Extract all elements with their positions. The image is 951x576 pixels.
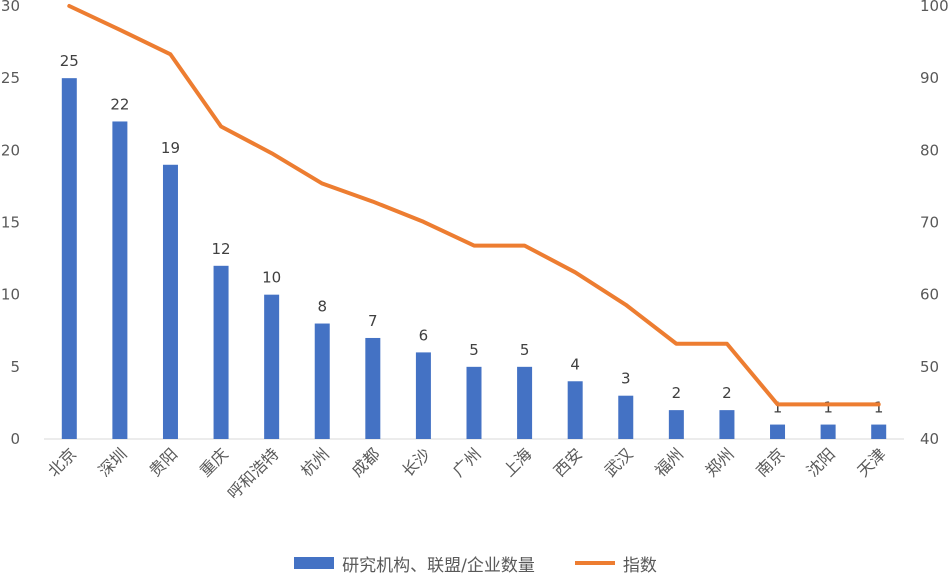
index-line — [67, 4, 881, 407]
bar — [61, 78, 77, 440]
category-label: 长沙 — [398, 444, 434, 480]
category-label: 杭州 — [297, 444, 333, 480]
left-y-tick-label: 15 — [1, 214, 20, 232]
bar — [820, 424, 836, 439]
bar — [618, 395, 634, 439]
bar-data-label: 5 — [469, 341, 479, 359]
bar — [719, 410, 735, 439]
category-label: 福州 — [651, 444, 687, 480]
category-label: 武汉 — [601, 444, 637, 480]
bar — [466, 366, 482, 439]
left-y-axis: 0 5 10 15 20 25 30 — [1, 0, 20, 448]
bar-data-label: 7 — [368, 312, 378, 330]
bar-data-label: 3 — [621, 370, 631, 388]
right-y-tick-label: 100 — [920, 0, 949, 15]
bar-data-label: 1 — [773, 399, 783, 417]
bar-series — [61, 78, 887, 440]
left-y-tick-label: 10 — [1, 286, 20, 304]
right-y-tick-label: 60 — [920, 286, 939, 304]
category-label: 呼和浩特 — [224, 444, 283, 503]
left-y-tick-label: 5 — [10, 358, 20, 376]
bar — [668, 410, 684, 439]
bar — [162, 164, 178, 439]
category-label: 西安 — [550, 444, 586, 480]
right-y-tick-label: 70 — [920, 214, 939, 232]
left-y-tick-label: 20 — [1, 141, 20, 159]
bar-data-label: 25 — [60, 52, 79, 70]
bar-data-label: 12 — [212, 240, 231, 258]
bar-data-label: 5 — [520, 341, 530, 359]
bar-data-label: 4 — [570, 355, 580, 373]
bar-data-label: 19 — [161, 139, 180, 157]
legend: 研究机构、联盟/企业数量 指数 — [0, 551, 951, 576]
legend-label-bars: 研究机构、联盟/企业数量 — [342, 555, 535, 576]
bar-data-label: 2 — [722, 384, 732, 402]
category-label: 沈阳 — [803, 444, 839, 480]
category-label: 贵阳 — [145, 444, 181, 480]
category-label: 广州 — [449, 444, 485, 480]
bar — [871, 424, 887, 439]
bar — [112, 121, 128, 439]
legend-item-line: 指数 — [574, 551, 657, 576]
bar-data-label: 1 — [823, 399, 833, 417]
category-label: 南京 — [752, 444, 788, 480]
right-y-tick-label: 90 — [920, 69, 939, 87]
legend-swatch-line — [574, 561, 615, 565]
category-label: 上海 — [499, 444, 535, 480]
right-y-tick-label: 80 — [920, 141, 939, 159]
category-label: 成都 — [348, 444, 384, 480]
bar-data-label: 1 — [874, 399, 884, 417]
bar — [415, 352, 431, 439]
bar-data-label: 10 — [262, 269, 281, 287]
category-label: 北京 — [44, 444, 80, 480]
bar — [567, 381, 583, 439]
bar-data-label: 2 — [672, 384, 682, 402]
category-label: 深圳 — [95, 444, 131, 480]
bar — [213, 265, 229, 439]
category-label: 天津 — [853, 444, 889, 480]
bar — [264, 294, 280, 439]
category-label: 重庆 — [196, 444, 232, 480]
legend-label-line: 指数 — [622, 555, 657, 576]
bar-data-label: 6 — [419, 326, 429, 344]
bar-data-label: 8 — [317, 298, 327, 316]
left-y-tick-label: 0 — [10, 430, 20, 448]
left-y-tick-label: 25 — [1, 69, 20, 87]
right-y-tick-label: 40 — [920, 430, 939, 448]
right-y-axis: 40 50 60 70 80 90 100 — [920, 0, 949, 448]
right-y-tick-label: 50 — [920, 358, 939, 376]
bar-data-label: 22 — [110, 95, 129, 113]
bar — [517, 366, 533, 439]
left-y-tick-label: 30 — [1, 0, 20, 15]
category-label: 郑州 — [702, 444, 738, 480]
bar — [314, 323, 330, 439]
bar — [365, 337, 381, 439]
legend-swatch-bars — [294, 557, 335, 569]
bar — [770, 424, 786, 439]
legend-item-bars: 研究机构、联盟/企业数量 — [294, 551, 535, 576]
